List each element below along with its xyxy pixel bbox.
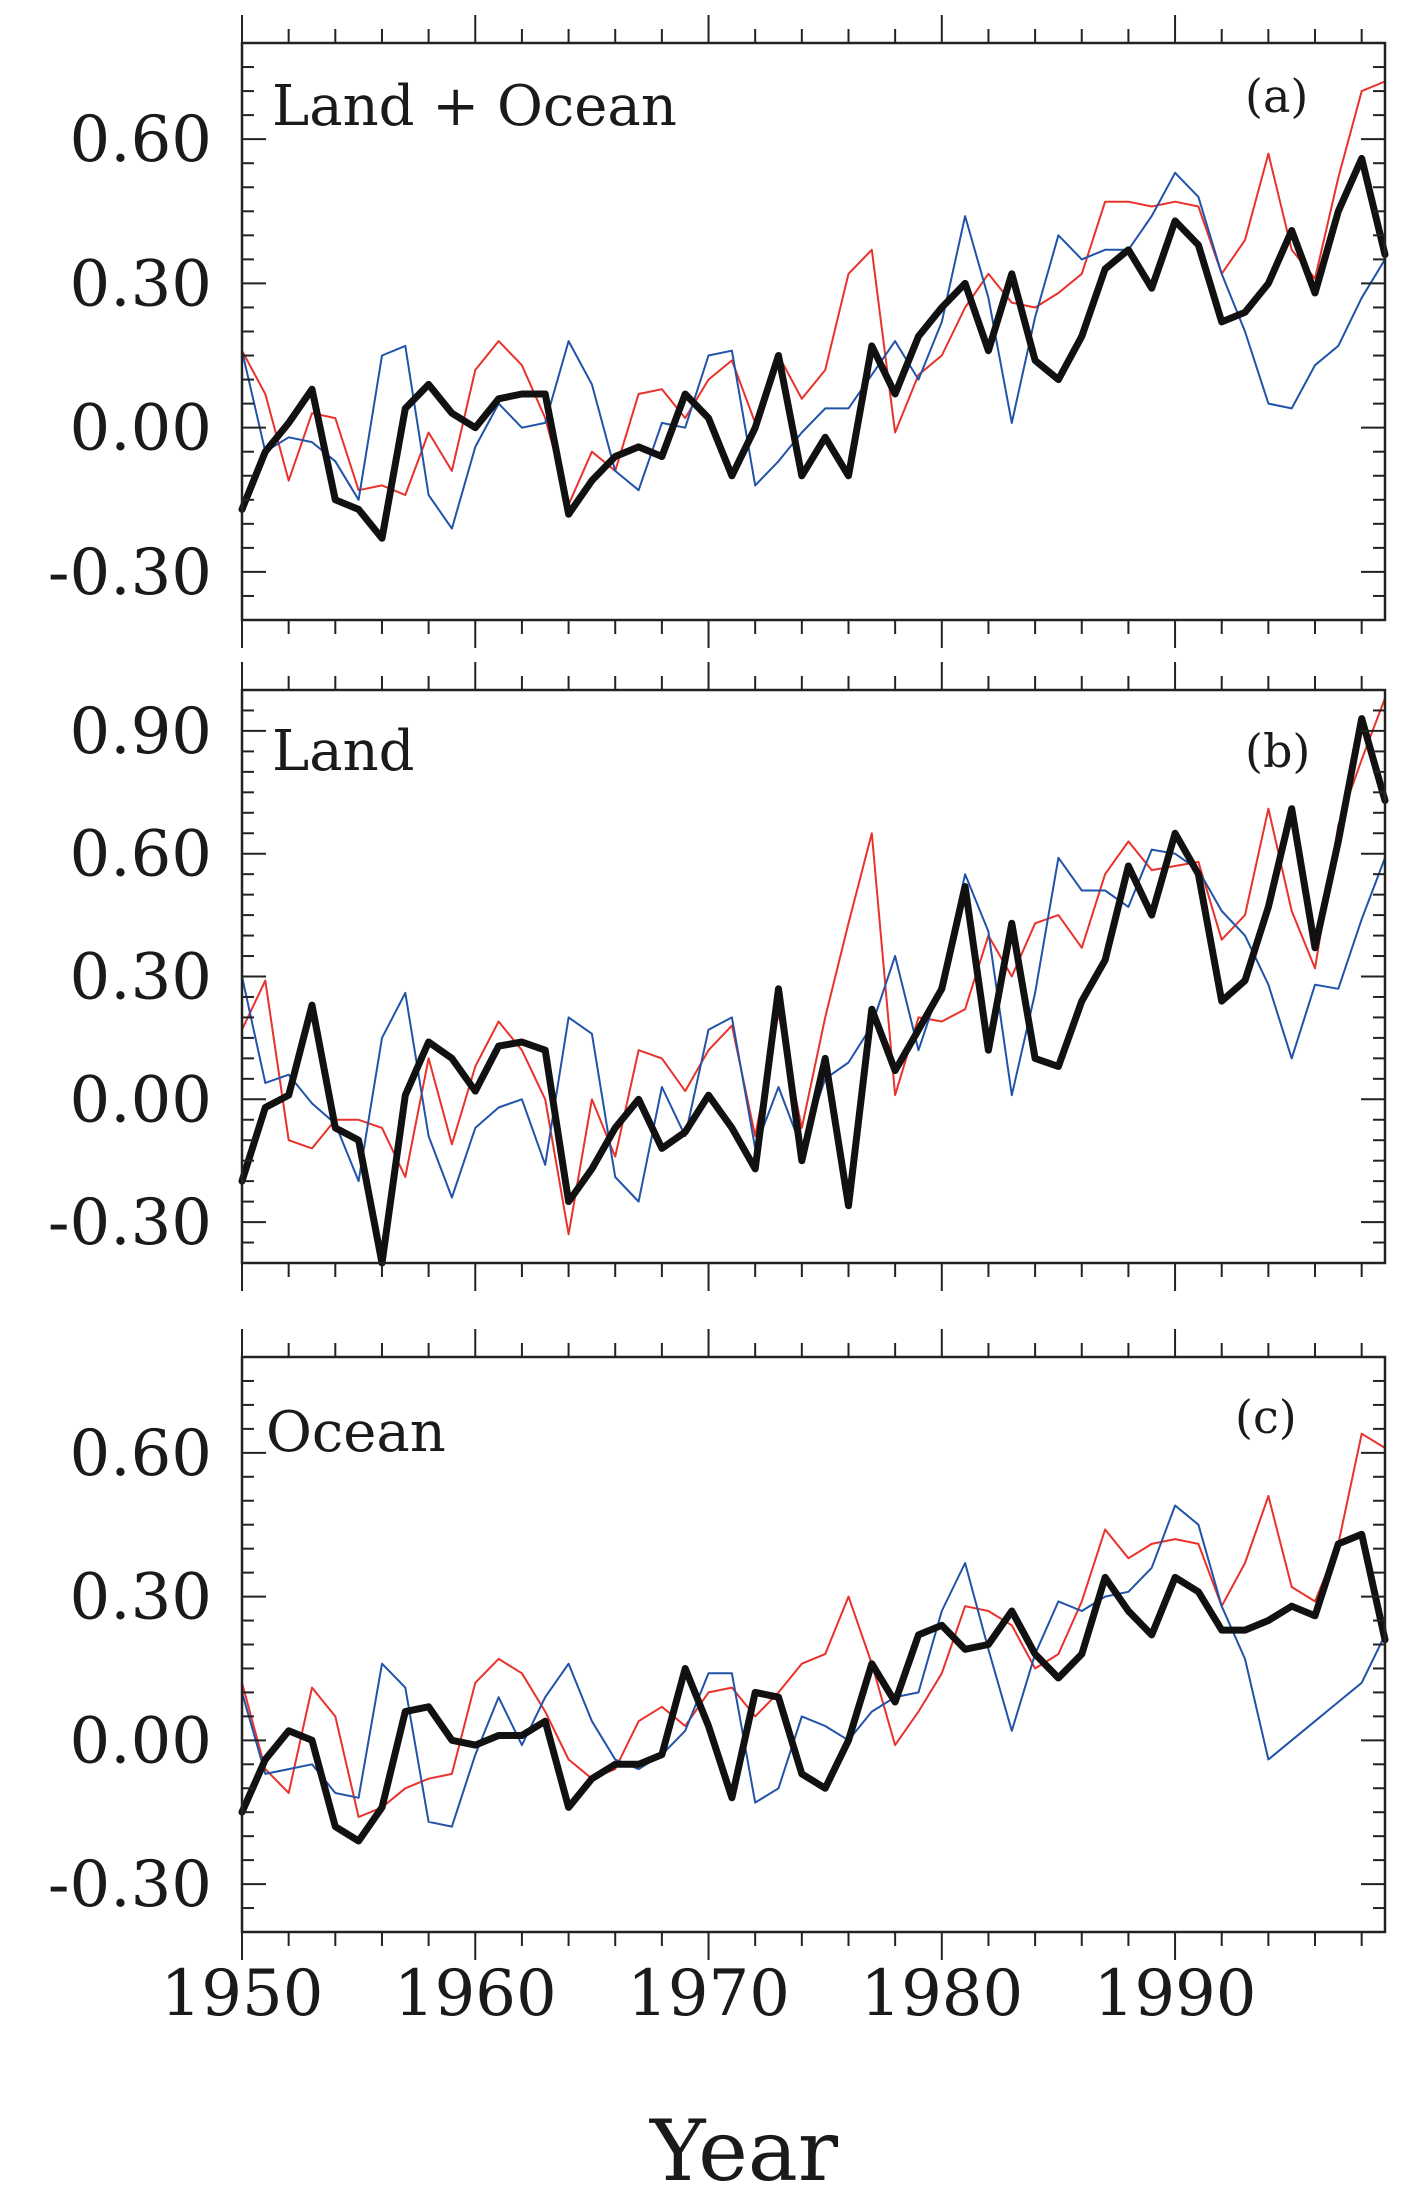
panel-ocean: -0.30 0.00 0.30 0.60 1950 1960 1970 1980 1990 Oc… bbox=[48, 1329, 1389, 2031]
series-line-red bbox=[241, 80, 1386, 506]
panel-title: Land bbox=[272, 719, 415, 784]
series-line-black bbox=[238, 715, 1389, 1267]
x-tick-label: 1970 bbox=[627, 1957, 790, 2031]
y-tick-label: -0.30 bbox=[48, 1186, 212, 1260]
y-tick-label: -0.30 bbox=[48, 536, 212, 610]
panel-land: -0.30 0.00 0.30 0.60 0.90 Land (b) bbox=[48, 662, 1389, 1291]
x-axis-title: Year bbox=[649, 2102, 839, 2194]
plot-area: -0.30 0.00 0.30 0.60 bbox=[48, 15, 1389, 648]
x-tick-label: 1950 bbox=[161, 1957, 324, 2031]
series-line-red bbox=[241, 1432, 1386, 1818]
y-tick-label: 0.60 bbox=[70, 1417, 213, 1491]
series-line-blue bbox=[241, 171, 1386, 530]
panel-title: Ocean bbox=[266, 1400, 446, 1465]
y-tick-label: 0.00 bbox=[70, 392, 213, 466]
series-line-blue bbox=[241, 1504, 1386, 1828]
y-tick-label: 0.30 bbox=[70, 1561, 213, 1635]
x-tick-label: 1960 bbox=[394, 1957, 557, 2031]
y-tick-label: 0.60 bbox=[70, 818, 213, 892]
plot-area: -0.30 0.00 0.30 0.60 0.90 bbox=[48, 662, 1389, 1291]
y-tick-label: -0.30 bbox=[48, 1848, 212, 1922]
x-tick-label: 1980 bbox=[860, 1957, 1023, 2031]
panel-tag: (c) bbox=[1235, 1390, 1297, 1444]
panel-tag: (b) bbox=[1245, 724, 1310, 778]
y-tick-label: 0.90 bbox=[70, 695, 213, 769]
series-line-blue bbox=[241, 848, 1386, 1203]
x-tick-label: 1990 bbox=[1094, 1957, 1257, 2031]
y-tick-label: 0.60 bbox=[70, 103, 213, 177]
panel-title: Land + Ocean bbox=[272, 74, 677, 139]
series-line-black bbox=[238, 1530, 1389, 1845]
y-tick-label: 0.00 bbox=[70, 1063, 213, 1137]
panel-tag: (a) bbox=[1245, 69, 1308, 123]
panel-land-ocean: -0.30 0.00 0.30 0.60 Land + Ocean (a) bbox=[48, 15, 1389, 648]
y-tick-label: 0.30 bbox=[70, 247, 213, 321]
plot-area: -0.30 0.00 0.30 0.60 1950 1960 1970 1980 1990 bbox=[48, 1329, 1389, 2031]
series-line-black bbox=[238, 154, 1389, 542]
y-tick-label: 0.00 bbox=[70, 1704, 213, 1778]
y-tick-label: 0.30 bbox=[70, 941, 213, 1015]
